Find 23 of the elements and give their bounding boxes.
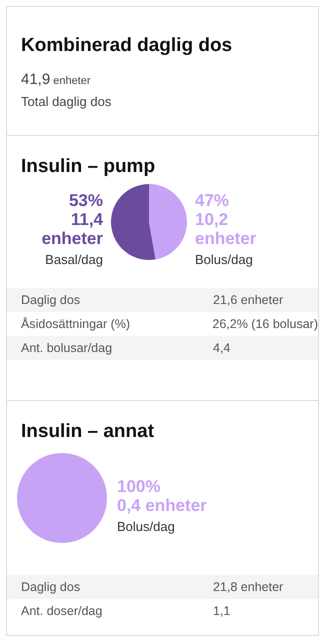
- text: Daglig dos: [20, 293, 82, 307]
- text: Åsidosättningar (%): [20, 317, 132, 331]
- text: 1,1: [213, 604, 230, 618]
- text: 26,2% (16 bolusar): [212, 317, 318, 331]
- pie-slice: [111, 184, 156, 260]
- text: Ant. doser/dag: [20, 604, 104, 618]
- data-label: 100% 0,4 enheter: [117, 476, 207, 514]
- pie-slice: [149, 184, 187, 260]
- text: Total daglig dos: [20, 94, 112, 109]
- text: 41,9 enheter: [21, 71, 91, 88]
- slice-label: Bolus/dag: [117, 518, 176, 536]
- data-label: 47% 10,2 enheter: [195, 191, 256, 248]
- text: 21,8 enheter: [213, 580, 284, 594]
- text: Ant. bolusar/dag: [20, 341, 114, 355]
- text: 4,4: [213, 341, 230, 355]
- slice-label: Basal/dag: [44, 251, 103, 269]
- text: 21,6 enheter: [213, 293, 284, 307]
- text: Kombinerad daglig dos: [20, 34, 234, 57]
- data-label: 53% 11,4 enheter: [42, 191, 103, 248]
- chart-title: Insulin – pump: [20, 155, 156, 178]
- text: Daglig dos: [20, 580, 82, 594]
- chart-title: Insulin – annat: [20, 420, 156, 443]
- slice-label: Bolus/dag: [195, 251, 254, 269]
